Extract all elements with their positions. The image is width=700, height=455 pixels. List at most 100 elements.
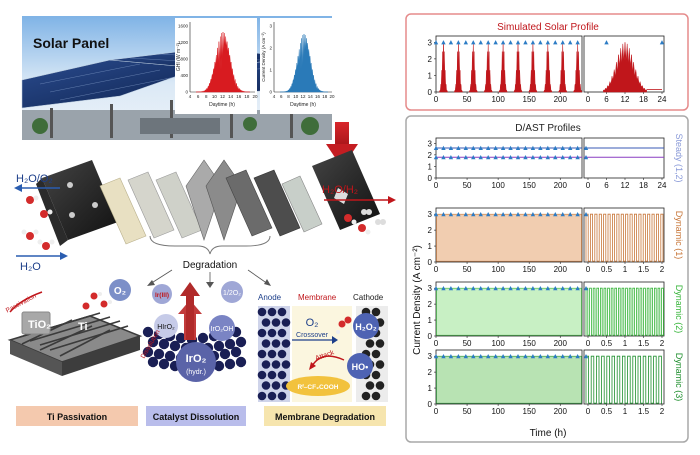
cathode-bead [365,381,375,390]
checkpoint-marker [545,285,551,291]
inset-xtick: 18 [322,94,328,99]
checkpoint-marker [575,211,580,217]
checkpoint-marker [478,211,483,217]
cathode-bead [375,381,385,390]
xtick-label: 0 [434,265,439,274]
checkpoint-marker [485,154,491,160]
checkpoint-marker [515,40,521,45]
xtick-label: 100 [491,339,505,348]
right-panel: Simulated Solar Profile D/AST Profiles C… [405,13,689,443]
ytick-label: 1 [428,316,433,325]
ir3-label: Ir(III) [155,292,169,299]
xtick-label: 150 [523,407,537,416]
catalyst-bead [213,340,225,352]
inset2-ylabel: Current Density (A cm⁻²) [261,32,266,82]
anode-bead [257,328,267,338]
checkpoint-marker [493,40,498,45]
dynamic3-plot: 0 1 2 3 0 50 100 150 200 0 0.5 1 1.5 2 Dynamic (3) [428,349,684,416]
catalyst-bead [164,350,176,362]
xtick-label: 50 [463,181,472,190]
checkpoint-marker [530,353,536,359]
zoom-xtick-label: 1.5 [638,407,650,416]
ytick-label: 3 [428,210,433,219]
inset1-xlabel: Daytime (h) [209,102,235,108]
xtick-label: 200 [554,181,568,190]
inset-xtick: 14 [228,94,234,99]
inset-ytick: 0 [185,90,188,95]
main-axes-frame [435,35,583,93]
checkpoint-marker [448,154,454,160]
checkpoint-marker [508,145,513,150]
anode-bead [267,349,277,359]
solar-panel-title: Solar Panel [33,35,109,51]
xtick-label: 150 [523,265,537,274]
row-label-dynamic2-plot: Dynamic (2) [674,285,684,334]
zoom-xtick-label: 0.5 [601,407,613,416]
cathode-label: Cathode [353,293,384,302]
ti-label: Ti [78,321,88,333]
checkpoint-marker [448,40,454,45]
zoom-xtick-label: 12 [621,95,630,104]
checkpoint-marker [500,353,506,359]
checkpoint-marker [523,353,528,359]
checkpoint-marker [523,211,528,217]
checkpoint-marker [433,285,439,291]
xtick-label: 100 [491,265,505,274]
checkpoint-marker [485,353,491,359]
checkpoint-marker [530,285,536,291]
zoom-axes-frame [583,207,665,263]
checkpoint-marker [567,211,573,217]
checkpoint-marker [523,285,528,291]
checkpoint-marker [659,40,665,45]
xtick-label: 150 [523,339,537,348]
checkpoint-marker [456,211,461,217]
dast-title: D/AST Profiles [515,123,580,134]
catalyst-bead [147,336,159,348]
checkpoint-marker [441,353,446,359]
dynamic1-plot: 0 1 2 3 0 50 100 150 200 0 0.5 1 1.5 2 Dynamic (1) [428,207,684,274]
zoom-xtick-label: 1.5 [638,339,650,348]
checkpoint-marker [493,353,498,359]
checkpoint-marker [508,211,513,217]
zoom-xtick-label: 1 [623,339,628,348]
catalyst-bead [235,336,247,348]
checkpoint-marker [583,154,589,160]
catalyst-bead [158,338,170,350]
catalyst-bead [169,340,181,352]
checkpoint-marker [478,145,483,150]
checkpoint-marker [463,353,469,359]
checkpoint-marker [500,154,506,160]
catalyst-bead [147,356,159,368]
anode-bead [277,391,287,401]
zoom-xtick-label: 0.5 [601,265,613,274]
inset-ytick: 400 [180,73,188,78]
anode-bead [267,328,277,338]
ho-radical-label: HO• [352,362,369,372]
xtick-label: 100 [491,95,505,104]
checkpoint-marker [567,145,573,150]
anode-bead [267,370,277,380]
zoom-xtick-label: 6 [604,95,609,104]
inset-xtick: 6 [197,94,200,99]
checkpoint-marker [433,40,439,45]
inset-ytick: 1600 [178,24,189,29]
checkpoint-marker [485,145,491,150]
ytick-label: 0 [428,332,433,341]
anode-bead [271,360,281,369]
checkpoint-marker [545,211,551,217]
checkpoint-marker [523,154,528,160]
checkpoint-marker [448,145,454,150]
zoom-xtick-label: 18 [639,95,648,104]
checkpoint-marker [463,40,469,45]
checkpoint-marker [500,145,506,150]
checkpoint-marker [530,145,536,150]
dynamic1-plot-band [436,213,582,262]
xtick-label: 0 [434,407,439,416]
iro2-label: IrO₂ [186,353,207,365]
h2o2-label: H₂O₂ [355,322,377,332]
checkpoint-marker [456,40,461,45]
anode-bead [277,370,287,380]
checkpoint-marker [493,211,498,217]
